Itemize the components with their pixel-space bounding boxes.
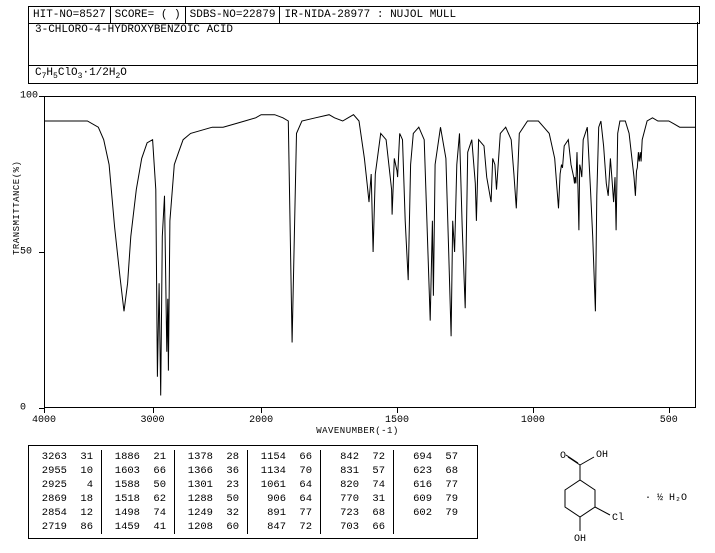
peak-row: 130123 <box>183 478 239 492</box>
peak-column: 115466113470106164906648917784772 <box>248 450 321 534</box>
peak-row: 160366 <box>110 464 166 478</box>
peak-row: 29254 <box>37 478 93 492</box>
peak-row: 89177 <box>256 506 312 520</box>
peak-column: 32633129551029254286918285412271986 <box>35 450 102 534</box>
y-tick-label: 100 <box>20 91 38 102</box>
peak-row: 84772 <box>256 520 312 534</box>
peak-row: 128850 <box>183 492 239 506</box>
peak-row: 113470 <box>256 464 312 478</box>
peak-row: 120860 <box>183 520 239 534</box>
peak-row: 69457 <box>402 450 458 464</box>
y-tick-label: 0 <box>20 403 26 414</box>
peak-row: 62368 <box>402 464 458 478</box>
peak-row: 61677 <box>402 478 458 492</box>
molecular-formula: C7H5ClO3·1/2H2O <box>35 67 127 79</box>
compound-name: 3-CHLORO-4-HYDROXYBENZOIC ACID <box>35 24 233 36</box>
peak-row: 145941 <box>110 520 166 534</box>
y-tick <box>39 252 44 253</box>
ir-id: IR-NIDA-28977 : NUJOL MULL <box>280 7 699 23</box>
x-tick-label: 4000 <box>32 415 56 426</box>
x-tick <box>397 408 398 413</box>
x-tick-label: 1000 <box>521 415 545 426</box>
x-tick-label: 3000 <box>141 415 165 426</box>
peak-row: 326331 <box>37 450 93 464</box>
struct-oh-top: OH <box>596 450 608 461</box>
struct-oh-bot: OH <box>574 534 586 545</box>
struct-o-dbl: O <box>560 451 566 462</box>
peak-row: 124932 <box>183 506 239 520</box>
x-tick <box>44 408 45 413</box>
x-tick-label: 500 <box>660 415 678 426</box>
peak-row: 90664 <box>256 492 312 506</box>
struct-cl: Cl <box>612 512 624 524</box>
y-tick <box>39 408 44 409</box>
structure-diagram: O OH Cl OH · ½ H₂O <box>510 445 700 545</box>
x-tick <box>669 408 670 413</box>
spectrum-line <box>44 96 696 408</box>
peak-row: 60979 <box>402 492 458 506</box>
peak-row: 115466 <box>256 450 312 464</box>
struct-annotation: · ½ H₂O <box>645 492 687 504</box>
y-axis-label: TRANSMITTANCE(%) <box>12 161 22 255</box>
y-tick <box>39 96 44 97</box>
peak-column: 6945762368616776097960279 <box>394 450 466 534</box>
x-tick <box>533 408 534 413</box>
peak-row: 271986 <box>37 520 93 534</box>
spectrum-plot: 40003000200015001000500 050100 <box>44 96 696 408</box>
x-axis-label: WAVENUMBER(-1) <box>0 426 715 436</box>
peak-row: 84272 <box>329 450 385 464</box>
peak-row: 158850 <box>110 478 166 492</box>
score: SCORE= ( ) <box>111 7 186 23</box>
hit-no: HIT-NO=8527 <box>29 7 111 23</box>
peak-row: 295510 <box>37 464 93 478</box>
x-tick-label: 2000 <box>249 415 273 426</box>
formula-box: C7H5ClO3·1/2H2O <box>28 66 698 84</box>
peak-row: 285412 <box>37 506 93 520</box>
peak-row: 72368 <box>329 506 385 520</box>
peak-row: 151862 <box>110 492 166 506</box>
x-tick <box>153 408 154 413</box>
peak-row: 106164 <box>256 478 312 492</box>
peak-row: 77031 <box>329 492 385 506</box>
peak-row: 83157 <box>329 464 385 478</box>
peak-row: 149874 <box>110 506 166 520</box>
compound-name-box: 3-CHLORO-4-HYDROXYBENZOIC ACID <box>28 22 698 66</box>
peak-row: 82074 <box>329 478 385 492</box>
peak-column: 188621160366158850151862149874145941 <box>102 450 175 534</box>
peaks-table: 3263312955102925428691828541227198618862… <box>28 445 478 539</box>
peak-column: 842728315782074770317236870366 <box>321 450 394 534</box>
peak-row: 286918 <box>37 492 93 506</box>
peak-row: 70366 <box>329 520 385 534</box>
peak-column: 137828136636130123128850124932120860 <box>175 450 248 534</box>
x-tick-label: 1500 <box>385 415 409 426</box>
peak-row: 60279 <box>402 506 458 520</box>
sdbs-no: SDBS-NO=22879 <box>186 7 281 23</box>
peak-row: 136636 <box>183 464 239 478</box>
x-tick <box>261 408 262 413</box>
peak-row: 188621 <box>110 450 166 464</box>
peak-row: 137828 <box>183 450 239 464</box>
